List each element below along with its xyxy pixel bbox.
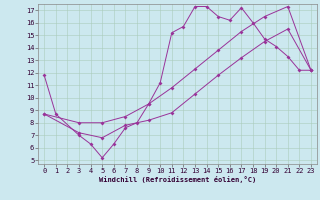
X-axis label: Windchill (Refroidissement éolien,°C): Windchill (Refroidissement éolien,°C) — [99, 176, 256, 183]
